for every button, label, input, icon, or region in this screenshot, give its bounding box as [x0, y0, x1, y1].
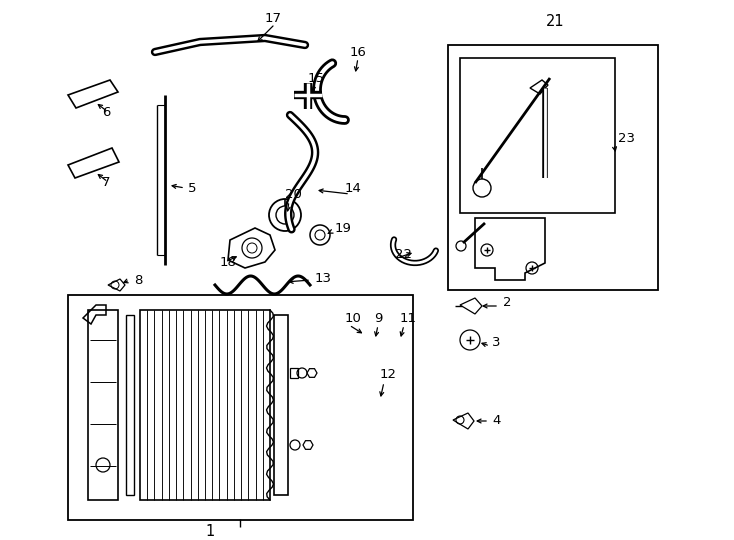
Text: 18: 18: [220, 255, 237, 268]
Bar: [68, 295, 413, 520]
Text: 8: 8: [134, 273, 142, 287]
Text: 1: 1: [206, 524, 214, 539]
Text: 4: 4: [492, 415, 501, 428]
Text: 11: 11: [400, 312, 417, 325]
Bar: [448, 45, 658, 290]
Text: 23: 23: [618, 132, 635, 145]
Bar: [274, 315, 288, 495]
Text: 16: 16: [350, 45, 367, 58]
Text: 20: 20: [285, 188, 302, 201]
Text: 7: 7: [102, 176, 111, 188]
Bar: [126, 315, 134, 495]
Text: 5: 5: [188, 181, 197, 194]
Text: 14: 14: [345, 181, 362, 194]
Text: 10: 10: [345, 312, 362, 325]
Text: 19: 19: [335, 221, 352, 234]
Text: 17: 17: [265, 11, 282, 24]
Bar: [88, 310, 118, 500]
Text: 9: 9: [374, 312, 382, 325]
Text: 6: 6: [102, 105, 110, 118]
Bar: [290, 368, 298, 378]
Text: 2: 2: [503, 295, 512, 308]
Text: 13: 13: [315, 272, 332, 285]
Text: 12: 12: [380, 368, 397, 381]
Text: 21: 21: [545, 15, 564, 30]
Text: 22: 22: [395, 248, 412, 261]
Bar: [140, 310, 270, 500]
Text: 3: 3: [492, 335, 501, 348]
Text: 15: 15: [308, 71, 325, 84]
Bar: [460, 58, 615, 213]
